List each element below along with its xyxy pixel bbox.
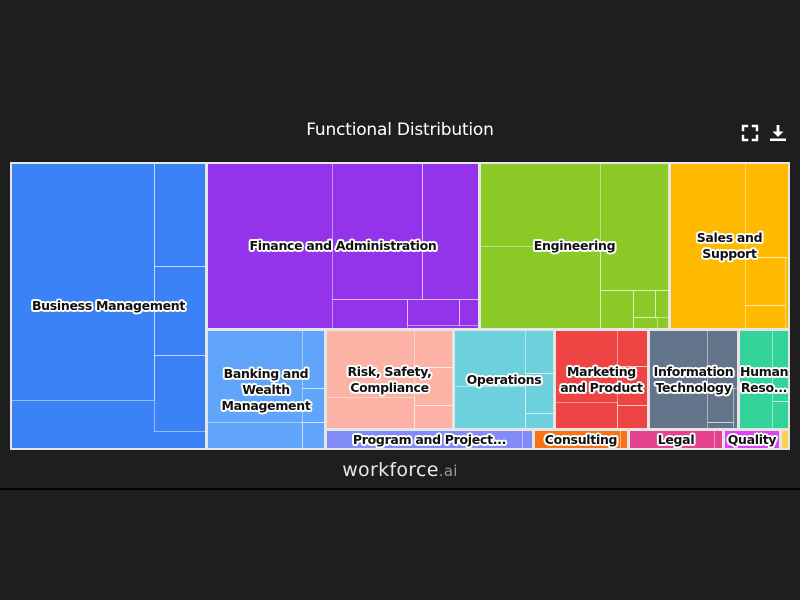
tile-marketing-and-product[interactable]: Marketing and Product bbox=[556, 331, 647, 428]
tile-banking-and-wealth-management[interactable]: Banking and Wealth Management bbox=[208, 331, 324, 448]
tile-risk-safety-compliance[interactable]: Risk, Safety, Compliance bbox=[327, 331, 452, 428]
tile-program-and-project[interactable]: Program and Project... bbox=[327, 431, 532, 448]
brand-suffix: .ai bbox=[438, 462, 458, 480]
tile-engineering[interactable]: Engineering bbox=[481, 164, 668, 328]
tile-operations[interactable]: Operations bbox=[455, 331, 553, 428]
chart-title: Functional Distribution bbox=[306, 120, 494, 140]
label-engineering: Engineering bbox=[533, 238, 616, 253]
divider bbox=[0, 488, 800, 490]
tile-sales-and-support[interactable]: Sales and Support bbox=[671, 164, 788, 328]
label-finance-and-administration: Finance and Administration bbox=[249, 238, 437, 253]
label-information-technology: Information Technology bbox=[653, 363, 734, 395]
label-marketing-and-product: Marketing and Product bbox=[560, 363, 643, 395]
label-sales-and-support: Sales and Support bbox=[696, 230, 763, 261]
label-banking-and-wealth-management: Banking and Wealth Management bbox=[221, 365, 311, 413]
label-operations: Operations bbox=[466, 371, 542, 387]
label-human-resources: Human Reso... bbox=[740, 363, 788, 395]
fullscreen-icon[interactable] bbox=[740, 123, 760, 143]
tile-human-resources[interactable]: Human Reso... bbox=[740, 331, 788, 428]
label-business-management: Business Management bbox=[31, 298, 186, 313]
tile-other[interactable] bbox=[782, 431, 788, 448]
label-consulting: Consulting bbox=[544, 431, 618, 447]
label-program-and-project: Program and Project... bbox=[352, 431, 507, 447]
label-quality: Quality bbox=[727, 431, 777, 447]
download-icon[interactable] bbox=[768, 123, 788, 143]
tile-information-technology[interactable]: Information Technology bbox=[650, 331, 737, 428]
tile-consulting[interactable]: Consulting bbox=[535, 431, 627, 448]
label-legal: Legal bbox=[657, 431, 695, 447]
tile-legal[interactable]: Legal bbox=[630, 431, 722, 448]
brand-logo: workforce.ai bbox=[0, 459, 800, 481]
label-risk-safety-compliance: Risk, Safety, Compliance bbox=[347, 363, 432, 395]
treemap: Business Management Finance and Administ… bbox=[10, 162, 790, 450]
tile-business-management[interactable]: Business Management bbox=[12, 164, 205, 448]
tile-quality[interactable]: Quality bbox=[725, 431, 779, 448]
tile-finance-and-administration[interactable]: Finance and Administration bbox=[208, 164, 478, 328]
brand-name: workforce bbox=[342, 459, 439, 481]
